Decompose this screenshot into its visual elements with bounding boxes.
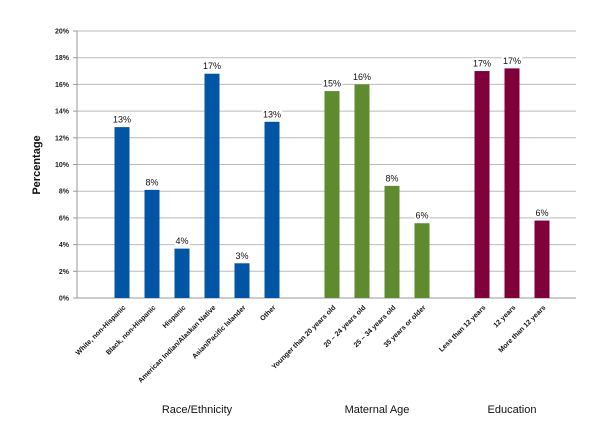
data-label-background [111,114,133,125]
category-label: Asian/Pacific Islander [191,304,247,360]
y-axis-label: Percentage [31,135,43,194]
data-label-background [261,108,283,119]
bar [264,121,280,298]
y-tick-label: 12% [55,135,70,142]
bar [144,189,160,298]
data-label: 3% [235,251,248,261]
bar [414,223,430,298]
data-label: 8% [145,177,158,187]
bar [384,185,400,298]
y-tick-label: 6% [59,215,70,222]
y-tick-label: 8% [59,189,70,196]
y-tick-label: 10% [55,162,70,169]
group-label: Race/Ethnicity [162,404,233,416]
data-label: 17% [503,56,521,66]
data-label-background [351,71,373,82]
bar [114,127,130,299]
data-label: 13% [263,109,281,119]
data-label-background [384,172,400,183]
category-label: 12 years [493,304,518,329]
data-label-background [174,235,190,246]
bar [174,248,190,298]
y-tick-label: 18% [55,55,70,62]
group-label: Education [488,404,537,416]
category-label: Less than 12 years [438,304,487,353]
y-tick-label: 20% [55,29,70,36]
data-label-background [321,78,343,89]
data-label: 17% [473,59,491,69]
y-tick-label: 4% [59,242,70,249]
data-label: 15% [323,79,341,89]
category-label: Younger than 20 years old [271,304,337,370]
y-tick-label: 0% [59,296,70,303]
bar [474,71,490,298]
data-label-background [201,60,223,71]
data-label: 17% [203,61,221,71]
data-label-background [144,176,160,187]
y-tick-label: 2% [59,269,70,276]
bar [504,68,520,298]
data-label-background [234,250,250,261]
bar [354,84,370,299]
data-label: 16% [353,72,371,82]
data-label: 4% [175,236,188,246]
y-tick-label: 16% [55,82,70,89]
data-label: 8% [385,173,398,183]
y-tick-label: 14% [55,109,70,116]
category-label: Other [259,304,277,322]
data-label-background [414,210,430,221]
data-label: 6% [415,211,428,221]
group-label: Maternal Age [345,404,410,416]
bar [204,73,220,298]
category-label: White, non-Hispanic [75,304,128,357]
bar [234,263,250,298]
bar [534,220,550,298]
data-label: 13% [113,115,131,125]
data-label-background [534,207,550,218]
category-label: Black, non-Hispanic [105,304,157,356]
data-label-background [501,55,523,66]
data-label: 6% [535,208,548,218]
bar [324,91,340,298]
category-label: Hispanic [162,304,188,330]
data-label-background [471,58,493,69]
